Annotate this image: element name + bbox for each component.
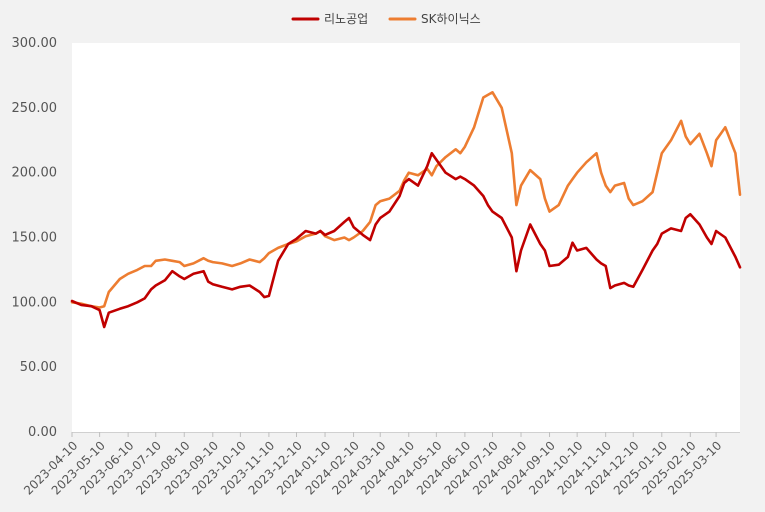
legend-label: SK하이닉스 [421, 12, 481, 26]
y-tick-label: 200.00 [12, 166, 58, 181]
plot-background [72, 43, 740, 432]
y-tick-label: 250.00 [12, 101, 58, 116]
y-tick-label: 300.00 [12, 36, 58, 51]
y-tick-label: 50.00 [20, 360, 57, 375]
y-axis: 300.00 250.00 200.00 150.00 100.00 50.00 0.00 [12, 36, 58, 440]
plot-area [72, 43, 740, 432]
y-tick-label: 150.00 [12, 231, 58, 246]
legend: 리노공업 SK하이닉스 [293, 12, 481, 26]
y-tick-label: 0.00 [28, 425, 57, 440]
legend-label: 리노공업 [324, 12, 368, 26]
x-axis: 2023-04-102023-05-102023-06-102023-07-10… [21, 432, 740, 498]
y-tick-label: 100.00 [12, 295, 58, 310]
